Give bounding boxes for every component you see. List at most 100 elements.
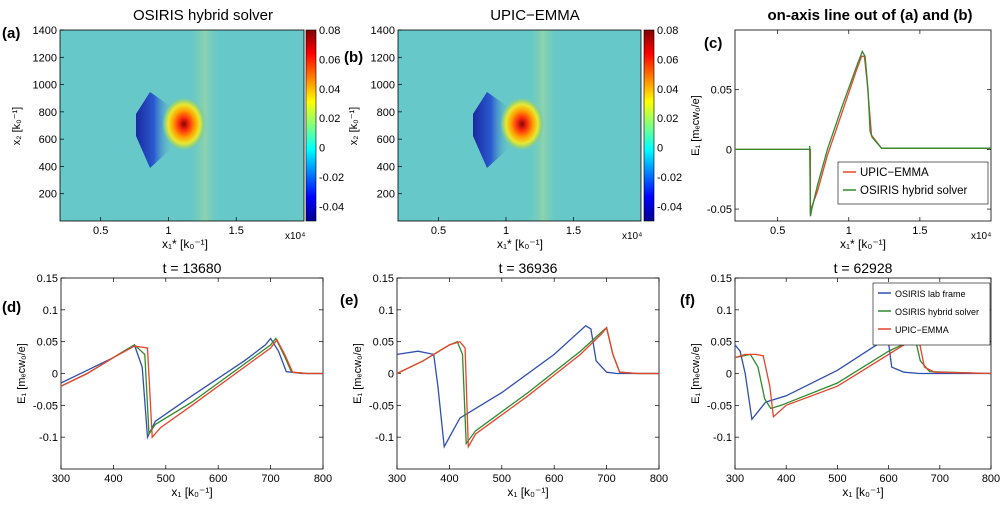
x-tick-label: 1.5 <box>229 225 244 237</box>
y-tick-label: 800 <box>39 107 57 119</box>
y-axis-label: E₁ [mₑcw₀/e] <box>352 343 364 404</box>
x-axis-label: x₁ [k₀⁻¹] <box>507 485 548 499</box>
y-tick-label: -0.05 <box>707 204 732 216</box>
y-tick-label: 1400 <box>371 25 395 37</box>
x-exponent-label: x10⁴ <box>622 231 642 242</box>
x-tick-label: 700 <box>597 473 615 485</box>
y-axis-label: E₁ [mₑcw₀/e] <box>690 343 702 404</box>
x-tick-label: 300 <box>52 473 70 485</box>
x-exponent-label: x10⁴ <box>285 231 305 242</box>
series-line-upic-emma <box>396 326 659 450</box>
x-tick-label: 400 <box>777 473 795 485</box>
colorbar-tick-label: 0 <box>657 143 663 155</box>
legend: UPIC−EMMA OSIRIS hybrid solver <box>837 161 989 205</box>
legend-box <box>837 161 989 205</box>
y-tick-label: 0.15 <box>711 273 732 285</box>
legend-label: OSIRIS hybrid solver <box>860 185 968 197</box>
x-tick-label: 0.5 <box>93 225 108 237</box>
x-exponent-label: x10⁴ <box>971 231 991 242</box>
colorbar-tick-label: 0.04 <box>319 84 340 96</box>
colorbar-tick-label: 0.02 <box>319 113 340 125</box>
x-tick-label: 700 <box>261 473 279 485</box>
heatmap-frame <box>397 29 642 222</box>
x-tick-label: 300 <box>388 473 406 485</box>
heatmap-frame <box>59 29 305 222</box>
series-line-upic-emma <box>734 337 992 419</box>
y-tick-label: 1200 <box>371 52 395 64</box>
x-axis-label: x₁* [k₀⁻¹] <box>497 237 543 251</box>
y-tick-label: 1400 <box>33 25 57 37</box>
panel-title: on-axis line out of (a) and (b) <box>768 7 973 24</box>
y-tick-label: -0.1 <box>375 432 394 444</box>
colorbar-tick-label: -0.04 <box>657 201 682 213</box>
y-tick-label: 0.05 <box>373 337 394 349</box>
colorbar-tick-label: 0.06 <box>319 54 340 66</box>
x-tick-label: 400 <box>104 473 122 485</box>
y-tick-label: 0 <box>388 369 394 381</box>
legend-label: UPIC−EMMA <box>895 325 949 335</box>
colorbar-tick-label: -0.02 <box>657 172 682 184</box>
legend-label: OSIRIS lab frame <box>895 289 966 299</box>
panel-title: OSIRIS hybrid solver <box>133 7 273 24</box>
y-tick-label: 400 <box>39 161 57 173</box>
panel-letter: (c) <box>704 35 722 52</box>
panel-letter: (b) <box>344 49 363 66</box>
y-tick-label: -0.05 <box>33 400 58 412</box>
y-tick-label: 0.1 <box>379 305 394 317</box>
line-panel-e: t = 36936 (e) 300 400 500 600 700 800 -0.1 -0.05 0… <box>340 260 668 499</box>
y-tick-label: 800 <box>377 107 395 119</box>
heatmap-positive-peak <box>162 97 206 151</box>
heatmap-negative-wedge <box>473 92 509 168</box>
y-tick-label: 0.15 <box>373 273 394 285</box>
legend: OSIRIS lab frame OSIRIS hybrid solver UPIC… <box>872 282 991 346</box>
y-tick-label: 0.05 <box>711 337 732 349</box>
x-tick-label: 1.5 <box>566 225 581 237</box>
plot-frame <box>60 277 324 470</box>
colorbar-tick-label: -0.02 <box>319 172 344 184</box>
colorbar-tick-label: 0.02 <box>657 113 678 125</box>
x-tick-label: 500 <box>493 473 511 485</box>
y-tick-label: 600 <box>377 134 395 146</box>
x-tick-label: 600 <box>545 473 563 485</box>
y-tick-label: 1000 <box>33 80 57 92</box>
x-tick-label: 500 <box>157 473 175 485</box>
x-tick-label: 600 <box>879 473 897 485</box>
y-tick-label: 400 <box>377 161 395 173</box>
y-axis-label: E₁ [mₑcw₀/e] <box>16 343 28 404</box>
x-tick-label: 1 <box>503 225 509 237</box>
series-line-osiris-hybrid-solver <box>735 50 991 217</box>
x-tick-label: 800 <box>650 473 668 485</box>
x-tick-label: 300 <box>726 473 744 485</box>
y-tick-label: 200 <box>377 189 395 201</box>
y-tick-label: 1200 <box>33 52 57 64</box>
y-tick-label: 1000 <box>371 80 395 92</box>
colorbar-tick-label: 0.08 <box>657 25 678 37</box>
y-tick-label: 0 <box>726 369 732 381</box>
panel-letter: (f) <box>680 292 695 309</box>
y-tick-label: 0.1 <box>43 305 58 317</box>
heatmap-panel-a: (a) OSIRIS hybrid solver 0.5 1 1.5 200 400 60… <box>2 7 344 251</box>
x-tick-label: 600 <box>209 473 227 485</box>
x-tick-label: 400 <box>440 473 458 485</box>
colorbar <box>305 29 317 222</box>
y-axis-label: x₂ [k₀⁻¹] <box>348 107 360 145</box>
x-axis-label: x₁ [k₀⁻¹] <box>171 485 212 499</box>
panel-title: UPIC−EMMA <box>490 7 580 24</box>
y-tick-label: -0.1 <box>713 432 732 444</box>
series-line-osiris-lab-frame <box>396 324 659 449</box>
panel-title: t = 36936 <box>499 260 558 276</box>
colorbar-tick-label: 0 <box>319 143 325 155</box>
x-tick-label: 0.5 <box>431 225 446 237</box>
x-tick-label: 800 <box>982 473 1000 485</box>
colorbar-tick-label: 0.06 <box>657 54 678 66</box>
y-tick-label: 0.05 <box>37 337 58 349</box>
legend-box <box>872 282 991 346</box>
y-tick-label: 0.1 <box>717 305 732 317</box>
series-line-osiris-hybrid-solver <box>734 337 992 410</box>
series-line-osiris-lab-frame <box>734 339 991 421</box>
y-tick-label: 0 <box>52 369 58 381</box>
line-panel-f: t = 62928 (f) 300 400 500 600 700 800 -0.1 -0.05 0… <box>680 260 1000 499</box>
panel-title: t = 62928 <box>834 260 893 276</box>
x-tick-label: 1 <box>165 225 171 237</box>
